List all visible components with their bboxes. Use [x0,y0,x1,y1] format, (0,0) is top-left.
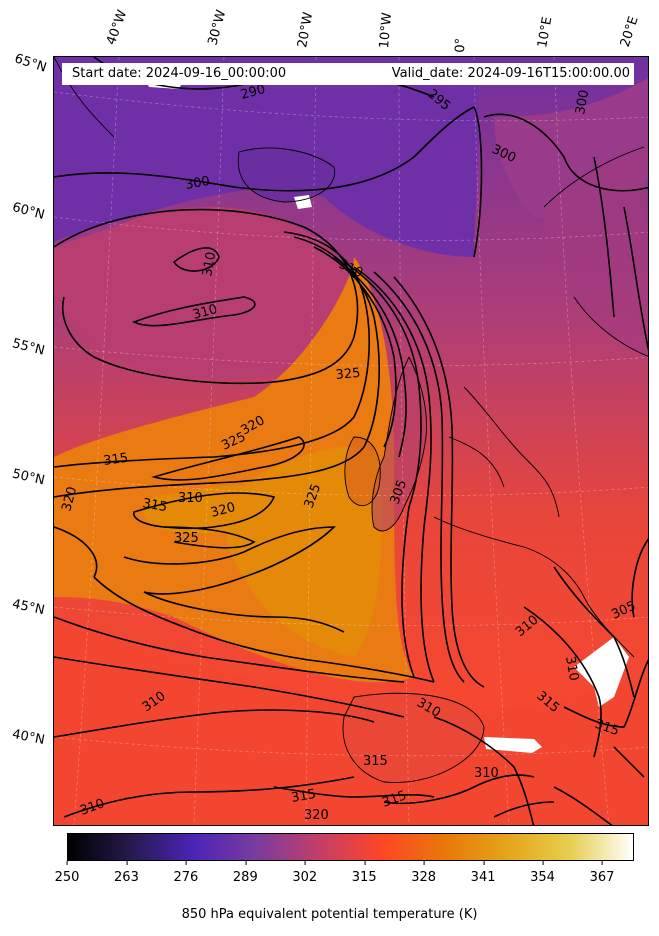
colorbar-tick: 341 [471,861,496,885]
scandinavia [543,147,648,357]
colorbar-tick-label: 367 [589,870,615,885]
warm-tongue [143,485,294,534]
contour-label: 310 [178,491,203,506]
colorbar-tick-label: 341 [470,870,496,885]
lon-label-20w: 20°W [295,11,317,50]
colorbar-tick: 354 [530,861,555,885]
contour-lines [54,57,648,825]
colorbar-tick: 289 [233,861,258,885]
contour-label: 300 [573,89,592,116]
contour-label: 310 [474,766,499,781]
iberia [343,693,484,783]
colorbar-tick: 315 [352,861,377,885]
lat-label-40n: 40°N [10,727,46,748]
graticule [54,57,648,825]
contour-label: 315 [363,754,388,769]
coastlines [54,57,648,783]
lon-label-30w: 30°W [205,8,230,47]
iceland [238,147,335,202]
start-date-label: Start date: 2024-09-16_00:00:00 [72,66,287,81]
colorbar-tick-label: 315 [351,870,377,885]
colorbar-tick-label: 263 [114,870,139,885]
colorbar-tick-label: 276 [173,870,199,885]
colorbar [67,833,634,861]
colorbar-tick-label: 354 [530,870,555,885]
colorbar-tick-label: 250 [54,870,80,885]
colorbar-tick: 250 [54,861,80,885]
lon-label-20e: 20°E [617,14,642,50]
lat-label-65n: 65°N [12,51,49,76]
contour-label: 325 [335,366,361,383]
colorbar-tick: 263 [114,861,139,885]
colorbar-tick: 276 [173,861,198,885]
contour-label: 320 [209,500,237,521]
lat-label-45n: 45°N [10,596,46,619]
colorbar-tick-label: 302 [292,870,318,885]
lon-label-10e: 10°E [535,15,556,49]
colorbar-ticks: 250 263 276 289 302 315 328 341 354 367 [55,861,634,891]
lat-label-55n: 55°N [10,336,47,359]
contour-label: 315 [102,451,129,469]
lat-label-50n: 50°N [10,466,47,489]
contour-label: 315 [141,496,168,515]
lon-label-40w: 40°W [103,8,131,47]
colorbar-tick-label: 289 [232,870,258,885]
contour-label: 300 [184,174,211,193]
contour-label: 320 [59,485,80,513]
contour-label: 320 [304,808,329,823]
contour-label: 310 [200,251,219,278]
lon-label-0: 0° [453,37,469,53]
cyclone-region [54,207,355,379]
map-svg: 290 295 300 300 300 310 310 310 315 315 … [54,57,648,825]
valid-date-label: Valid_date: 2024-09-16T15:00:00.00 [391,66,630,81]
map-panel: 290 295 300 300 300 310 310 310 315 315 … [53,56,649,826]
contour-label: 325 [174,531,199,546]
colorbar-tick: 302 [292,861,317,885]
lat-label-60n: 60°N [10,200,47,223]
contour-label: 310 [562,655,581,682]
colorbar-label: 850 hPa equivalent potential temperature… [181,907,478,922]
contour-label: 290 [239,82,267,103]
header-band: Start date: 2024-09-16_00:00:00 Valid_da… [62,63,634,85]
missing-data-patch [484,737,542,753]
contour-label: 315 [290,787,317,806]
colorbar-tick: 367 [589,861,615,885]
missing-data-patch [574,637,629,707]
lon-label-10w: 10°W [377,11,396,49]
ireland [344,437,381,506]
colorbar-tick: 328 [411,861,436,885]
colorbar-tick-label: 328 [411,870,437,885]
contour-label: 310 [191,302,219,323]
